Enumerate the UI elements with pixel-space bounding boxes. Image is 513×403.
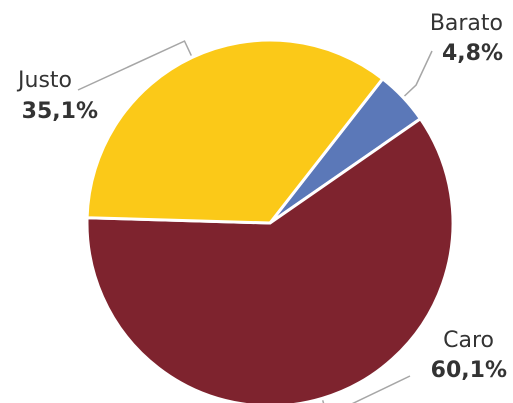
slice-value-justo: 35,1% (22, 99, 98, 124)
slice-label-caro: Caro (443, 328, 494, 353)
slice-labels: Barato 4,8% Caro 60,1% Justo 35,1% (16, 11, 507, 383)
slice-label-barato: Barato (430, 11, 503, 36)
pie-slices (85, 38, 455, 403)
leader-line-justo (77, 40, 192, 91)
leader-line-barato (403, 50, 433, 97)
slice-value-barato: 4,8% (442, 41, 503, 66)
leader-line-caro (321, 375, 411, 403)
pie-slice-justo (85, 38, 385, 225)
slice-value-caro: 60,1% (431, 358, 507, 383)
pie-slice-caro (85, 117, 455, 403)
slice-label-justo: Justo (16, 68, 72, 93)
leader-lines (77, 40, 433, 403)
